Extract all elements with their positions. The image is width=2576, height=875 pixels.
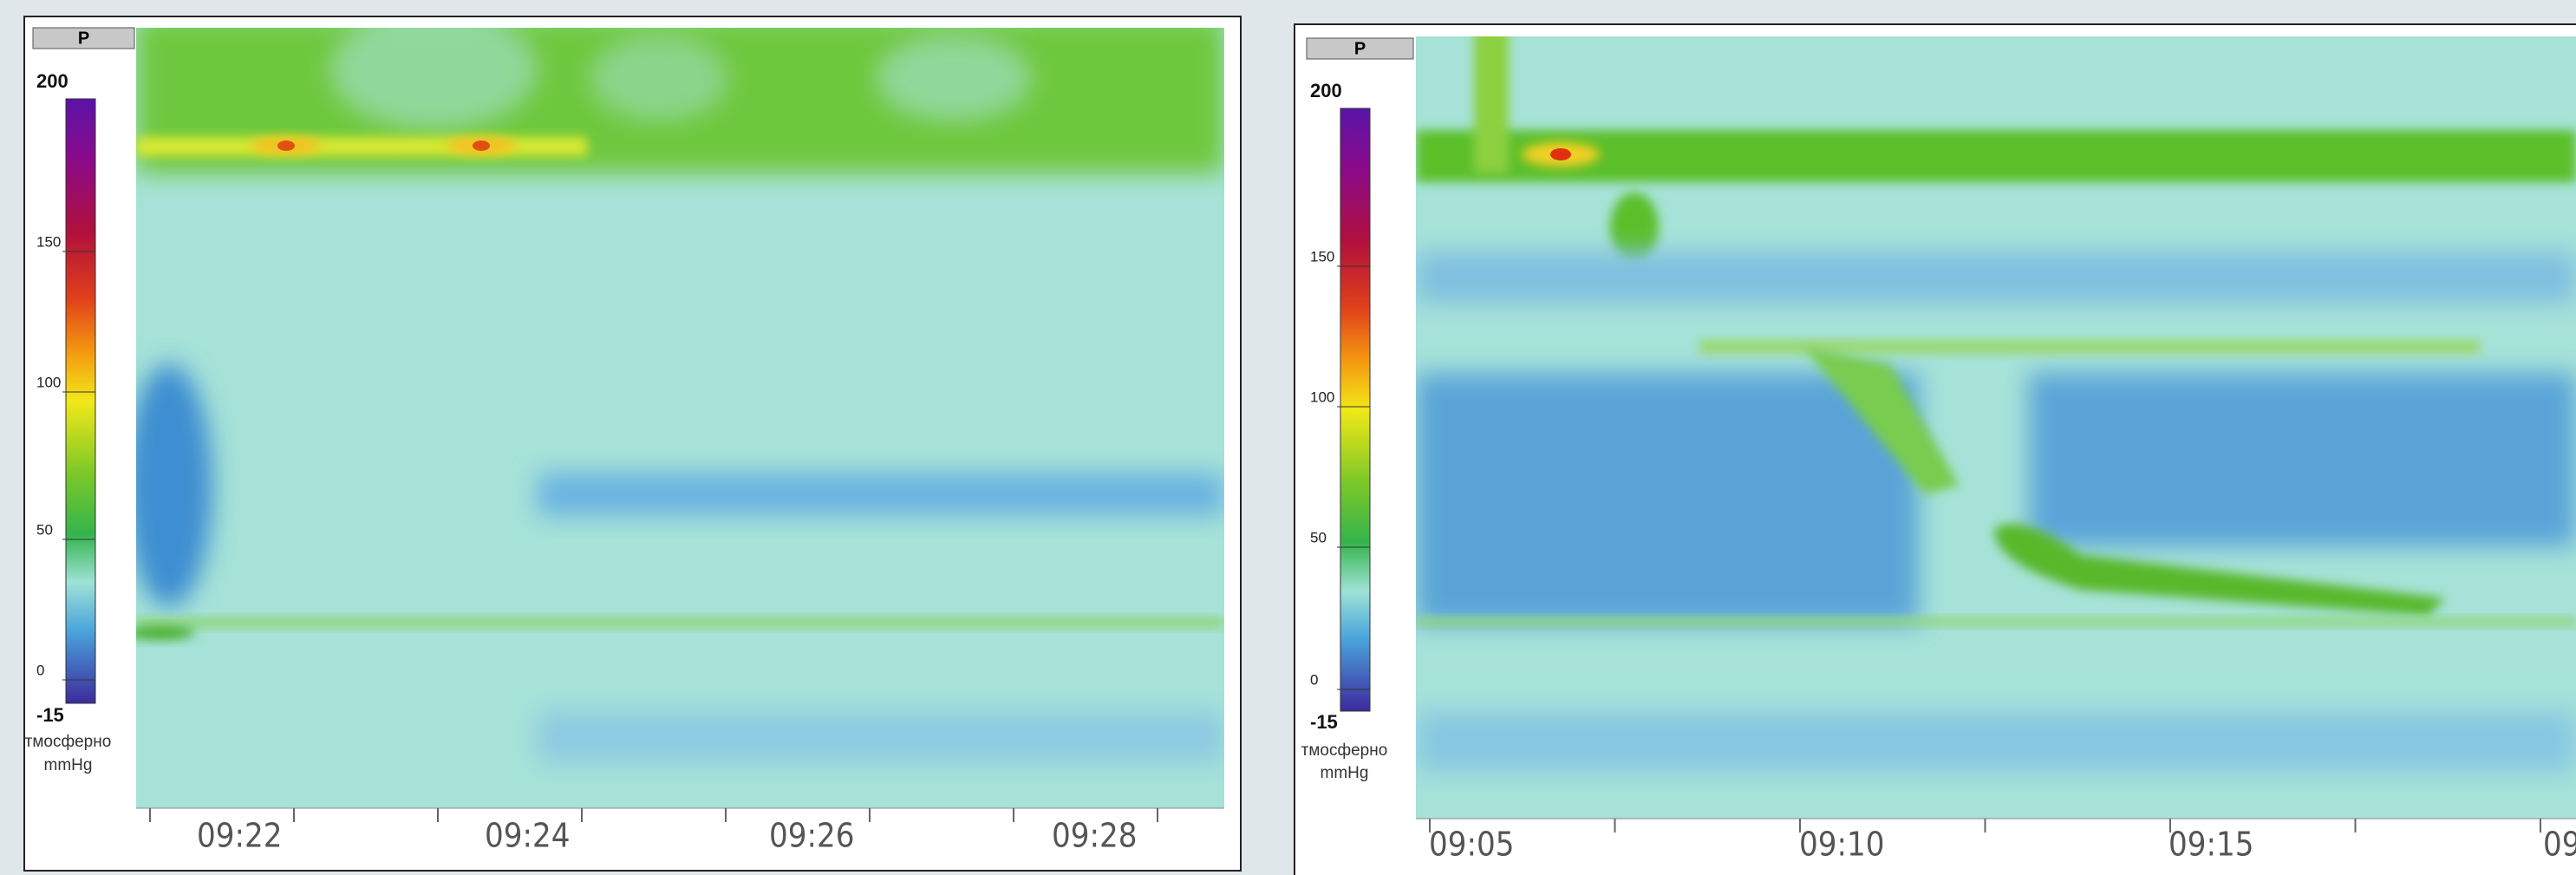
unit: mmHg [44,756,93,774]
time-label: 09:26 [769,817,855,855]
time-label: 09:15 [2168,826,2254,864]
time-label: 09:22 [197,817,283,855]
scale-label: 200 [1310,80,1342,101]
scale-label: -15 [36,704,64,726]
heatmap [136,28,1224,808]
time-label: 09:28 [1052,817,1138,855]
scale-label: 100 [36,374,61,390]
color-bar [65,98,96,704]
time-label: 09:24 [485,817,571,855]
scale-label: 0 [1310,671,1318,688]
time-label: 09:20 [2543,826,2576,864]
scale-title: P [78,29,89,48]
scale-label: 100 [1310,389,1334,405]
time-label: 09:05 [1429,826,1515,864]
unit-name: тмосферно [1301,741,1388,760]
scale-label: -15 [1310,711,1338,733]
scale-header [1306,37,1414,60]
time-label: 09:10 [1799,826,1885,864]
unit: mmHg [1321,764,1369,782]
scale-label: 50 [1310,529,1327,545]
scale-label: 150 [1310,248,1334,264]
scale-label: 50 [36,521,53,538]
scale-header [32,27,135,49]
scale-label: 200 [36,70,68,92]
color-bar [1340,108,1371,712]
heatmap [1416,36,2576,819]
unit-name: тмосферно [25,733,112,751]
scale-label: 0 [36,662,44,678]
scale-title: P [1354,39,1366,58]
scale-label: 150 [36,233,61,250]
